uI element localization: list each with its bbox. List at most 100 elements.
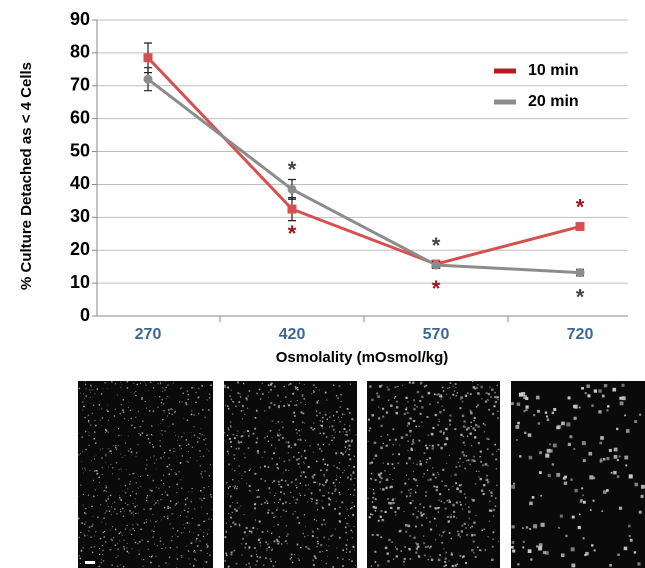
speckle [100, 449, 102, 451]
speckle [113, 415, 116, 417]
speckle [177, 501, 179, 503]
speckle [114, 501, 116, 503]
speckle [290, 481, 293, 484]
speckle [95, 442, 97, 444]
speckle [438, 395, 441, 398]
speckle [454, 473, 457, 476]
speckle [100, 562, 103, 564]
speckle [469, 409, 471, 411]
speckle [93, 495, 95, 498]
speckle [563, 481, 568, 485]
speckle [333, 465, 335, 467]
speckle [461, 414, 465, 418]
speckle [484, 424, 486, 426]
speckle [371, 534, 374, 537]
speckle [341, 564, 344, 568]
speckle [94, 470, 96, 472]
speckle [83, 393, 84, 395]
speckle [119, 498, 121, 500]
speckle [435, 525, 437, 527]
speckle [482, 422, 485, 425]
speckle [416, 463, 418, 465]
speckle [124, 491, 126, 493]
speckle [122, 490, 123, 492]
speckle [239, 473, 241, 475]
speckle [147, 434, 149, 436]
speckle [494, 443, 497, 446]
speckle [483, 431, 485, 433]
speckle [208, 475, 210, 477]
speckle [353, 465, 356, 468]
speckle [268, 546, 271, 549]
x-axis-label: Osmolality (mOsmol/kg) [276, 349, 449, 366]
speckle [84, 417, 86, 419]
speckle [190, 457, 192, 459]
speckle [408, 489, 410, 491]
speckle [313, 518, 316, 521]
speckle [477, 425, 480, 428]
speckle [114, 508, 116, 510]
speckle [322, 518, 325, 522]
speckle [553, 407, 557, 411]
speckle [439, 430, 442, 433]
speckle [307, 501, 309, 503]
speckle [322, 507, 325, 510]
speckle [395, 555, 398, 558]
speckle [154, 526, 155, 528]
speckle [230, 398, 233, 401]
speckle [200, 473, 202, 475]
speckle [408, 478, 410, 480]
speckle [570, 478, 573, 481]
speckle [418, 439, 421, 442]
speckle [304, 449, 306, 452]
speckle [448, 454, 450, 456]
speckle [257, 452, 260, 454]
speckle [349, 458, 352, 461]
speckle [124, 484, 127, 487]
speckle [492, 413, 495, 416]
speckle [473, 459, 476, 462]
speckle [492, 538, 494, 540]
speckle [165, 562, 167, 564]
speckle [462, 435, 465, 438]
speckle [435, 489, 438, 492]
speckle [522, 527, 524, 529]
speckle [190, 542, 193, 544]
speckle [492, 515, 495, 517]
speckle [269, 492, 271, 494]
speckle [273, 479, 276, 482]
speckle [204, 494, 205, 496]
speckle [124, 510, 125, 512]
speckle [196, 537, 198, 540]
speckle [205, 561, 208, 563]
speckle [271, 382, 274, 385]
speckle [536, 545, 539, 548]
speckle [120, 453, 122, 455]
speckle [300, 411, 303, 414]
speckle [319, 432, 321, 434]
speckle [267, 384, 270, 387]
speckle [489, 500, 491, 503]
speckle [227, 486, 230, 489]
speckle [166, 517, 169, 520]
speckle [234, 508, 236, 511]
speckle [225, 531, 227, 534]
speckle [225, 554, 228, 557]
speckle [437, 443, 440, 446]
speckle [422, 513, 425, 515]
speckle [202, 455, 205, 458]
speckle [326, 418, 328, 420]
speckle [312, 477, 314, 479]
speckle [322, 484, 324, 486]
speckle [255, 564, 257, 566]
speckle [198, 437, 201, 439]
speckle [387, 434, 389, 436]
speckle [433, 485, 436, 488]
speckle [341, 417, 343, 419]
speckle [598, 389, 602, 393]
speckle [310, 426, 313, 429]
speckle [516, 439, 518, 441]
speckle [238, 524, 241, 527]
speckle [244, 471, 246, 473]
speckle [153, 504, 155, 506]
